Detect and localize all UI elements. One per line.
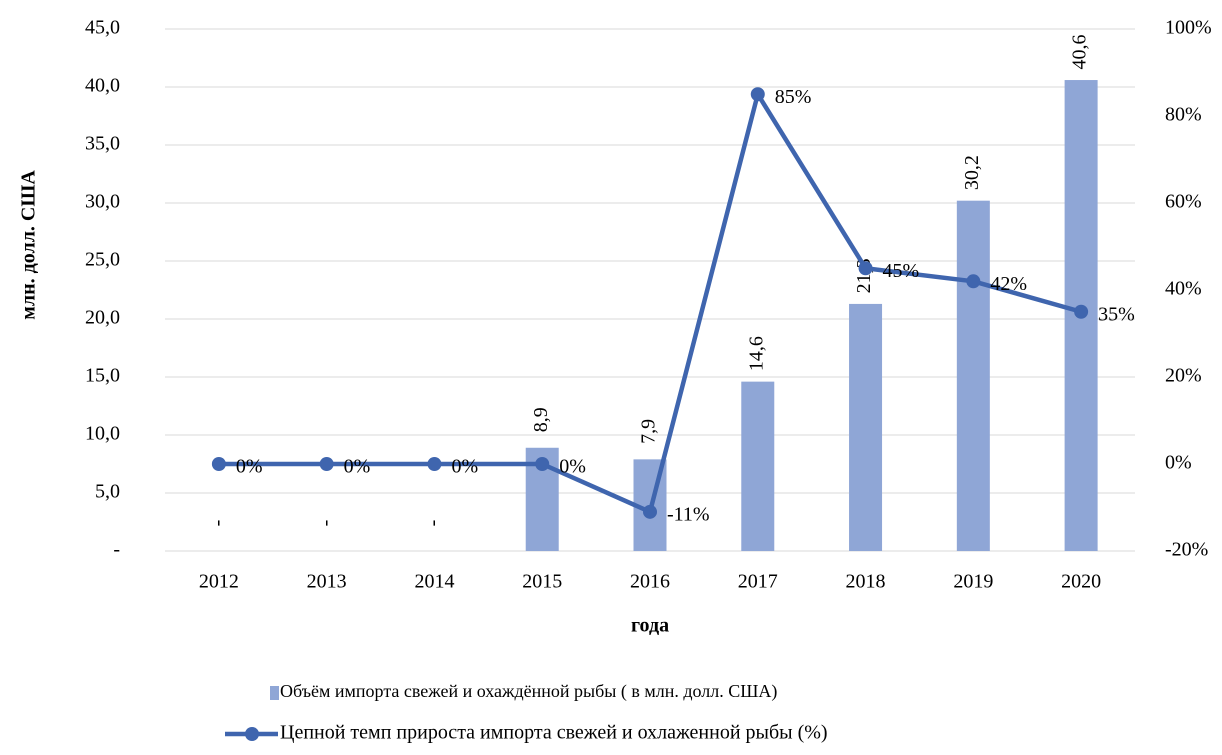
line-value-label: 85%: [775, 86, 812, 108]
line-value-label: 0%: [236, 456, 263, 478]
legend-label: Объём импорта свежей и охаждённой рыбы (…: [280, 681, 777, 702]
y-tick-label: 15,0: [85, 365, 120, 387]
y-tick-label: 20,0: [85, 307, 120, 329]
x-tick-label: 2017: [738, 571, 778, 593]
x-tick-label: 2015: [522, 571, 562, 593]
y-tick-label: 30,0: [85, 191, 120, 213]
y2-tick-label: 40%: [1165, 278, 1202, 300]
line-value-label: 42%: [990, 273, 1027, 295]
legend-swatch: [270, 686, 279, 700]
line-marker: [535, 457, 550, 471]
line-marker: [427, 457, 442, 471]
y-tick-label: 35,0: [85, 133, 120, 155]
line-marker: [858, 261, 873, 276]
line-marker: [643, 504, 657, 519]
bar: [849, 303, 883, 551]
line-value-label: 0%: [559, 456, 586, 478]
x-axis-title: года: [631, 615, 669, 637]
y-tick-label: 25,0: [85, 249, 120, 271]
y2-tick-label: 80%: [1165, 104, 1202, 126]
bar-value-label: 14,6: [745, 336, 767, 371]
bar: [956, 200, 990, 551]
line-marker: [966, 274, 981, 289]
y-tick-label: 45,0: [85, 17, 120, 39]
y2-tick-label: 100%: [1165, 17, 1212, 39]
x-tick-label: 2019: [953, 571, 993, 593]
line-value-label: 35%: [1098, 303, 1135, 325]
line-value-label: 45%: [883, 260, 920, 282]
line-value-label: 0%: [451, 456, 478, 478]
y-tick-label: 40,0: [85, 75, 120, 97]
y2-tick-label: -20%: [1165, 539, 1208, 561]
y2-tick-label: 0%: [1165, 452, 1192, 474]
line-value-label: 0%: [344, 456, 371, 478]
y2-tick-label: 20%: [1165, 365, 1202, 387]
x-tick-label: 2018: [846, 571, 886, 593]
bar-value-label: -: [206, 520, 228, 527]
line-marker: [750, 87, 765, 102]
line-marker: [211, 457, 226, 471]
line-marker: [319, 457, 334, 471]
bar-value-label: -: [422, 520, 444, 527]
x-tick-label: 2020: [1061, 571, 1101, 593]
y-tick-label: 5,0: [95, 481, 120, 503]
legend-swatch: [245, 727, 259, 741]
line-marker: [1074, 304, 1089, 319]
bar: [741, 381, 775, 551]
x-tick-label: 2013: [307, 571, 347, 593]
bar-value-label: 7,9: [638, 419, 660, 444]
x-tick-label: 2016: [630, 571, 670, 593]
x-tick-label: 2014: [414, 571, 454, 593]
y-tick-label: -: [113, 539, 120, 561]
bar-value-label: -: [314, 520, 336, 527]
y-tick-label: 10,0: [85, 423, 120, 445]
y-axis-title: млн. долл. США: [18, 170, 40, 320]
legend-label: Цепной темп прироста импорта свежей и ох…: [280, 722, 828, 744]
line-value-label: -11%: [667, 503, 710, 525]
bar-value-label: 8,9: [530, 407, 552, 432]
bar-value-label: 40,6: [1069, 35, 1091, 70]
y2-tick-label: 60%: [1165, 191, 1202, 213]
bar-value-label: 30,2: [961, 155, 983, 190]
line: [218, 92, 1082, 515]
x-tick-label: 2012: [199, 571, 239, 593]
